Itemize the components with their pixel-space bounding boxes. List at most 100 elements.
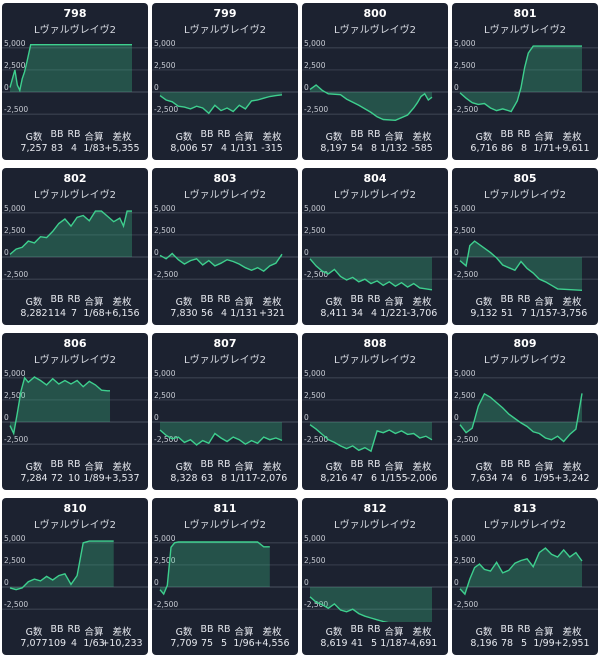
machine-name: Lヴァルヴレイヴ2 <box>484 520 566 531</box>
machine-card[interactable]: 813 Lヴァルヴレイヴ2 5,000 2,500 0 -2,500 G数 BB RB 合算 差枚 8… <box>452 498 598 655</box>
y-tick-label: 0 <box>4 413 9 422</box>
diff-line <box>459 45 582 113</box>
stat-header-bb: BB <box>200 294 214 305</box>
machine-number: 813 <box>513 502 537 515</box>
stat-value-g: 7,077 <box>20 638 48 649</box>
stat-header-g: G数 <box>475 462 493 473</box>
machine-card[interactable]: 812 Lヴァルヴレイヴ2 5,000 2,500 0 -2,500 G数 BB RB 合算 差枚 8… <box>302 498 448 655</box>
stat-value-rb: 7 <box>520 308 528 319</box>
machine-number: 809 <box>513 337 537 350</box>
stat-value-rb: 4 <box>370 308 378 319</box>
stat-header-ratio: 合算 <box>84 297 104 308</box>
stat-header-diff: 差枚 <box>412 627 432 638</box>
machine-card[interactable]: 798 Lヴァルヴレイヴ2 5,000 2,500 0 -2,500 G数 BB RB 合算 差枚 7… <box>2 3 148 160</box>
stat-header-diff: 差枚 <box>412 132 432 143</box>
machine-card[interactable]: 805 Lヴァルヴレイヴ2 5,000 2,500 0 -2,500 G数 BB RB 合算 差枚 9… <box>452 168 598 325</box>
stat-value-g: 8,196 <box>470 638 498 649</box>
y-tick-label: 2,500 <box>154 61 176 70</box>
stats-table: G数 BB RB 合算 差枚 7,830 56 4 1/131 +321 <box>152 294 298 322</box>
diff-chart: 5,000 2,500 0 -2,500 <box>152 369 298 446</box>
stat-value-g: 9,132 <box>470 308 498 319</box>
stat-value-diff: -585 <box>411 143 433 154</box>
machine-number: 803 <box>213 172 237 185</box>
diff-area <box>310 85 432 121</box>
stat-value-rb: 4 <box>220 308 228 319</box>
stats-table: G数 BB RB 合算 差枚 9,132 51 7 1/157 -3,756 <box>452 294 598 322</box>
diff-chart: 5,000 2,500 0 -2,500 <box>152 204 298 280</box>
diff-chart: 5,000 2,500 0 -2,500 <box>302 39 448 122</box>
stat-header-bb: BB <box>50 624 64 635</box>
y-tick-label: 2,500 <box>154 226 176 235</box>
stat-value-g: 7,709 <box>170 638 198 649</box>
machine-number: 811 <box>213 502 237 515</box>
machine-name: Lヴァルヴレイヴ2 <box>34 190 116 201</box>
stat-value-rb: 5 <box>220 638 228 649</box>
machine-card[interactable]: 806 Lヴァルヴレイヴ2 5,000 2,500 0 -2,500 G数 BB RB 合算 差枚 7… <box>2 333 148 490</box>
stat-value-diff: +6,156 <box>104 308 140 319</box>
y-tick-label: 2,500 <box>4 61 26 70</box>
stat-header-ratio: 合算 <box>534 297 554 308</box>
stat-header-g: G数 <box>175 462 193 473</box>
machine-card[interactable]: 810 Lヴァルヴレイヴ2 5,000 2,500 0 -2,500 G数 BB RB 合算 差枚 7… <box>2 498 148 655</box>
stat-value-bb: 75 <box>200 638 214 649</box>
stat-header-g: G数 <box>175 627 193 638</box>
stat-value-ratio: 1/155 <box>380 473 408 484</box>
machine-number: 798 <box>63 7 87 20</box>
machine-card[interactable]: 807 Lヴァルヴレイヴ2 5,000 2,500 0 -2,500 G数 BB RB 合算 差枚 8… <box>152 333 298 490</box>
stats-table: G数 BB RB 合算 差枚 8,282 114 7 1/68 +6,156 <box>2 294 148 322</box>
stat-header-diff: 差枚 <box>112 462 132 473</box>
machine-card[interactable]: 811 Lヴァルヴレイヴ2 5,000 2,500 0 -2,500 G数 BB RB 合算 差枚 7… <box>152 498 298 655</box>
y-tick-label: -2,500 <box>4 435 28 444</box>
machine-card[interactable]: 800 Lヴァルヴレイヴ2 5,000 2,500 0 -2,500 G数 BB RB 合算 差枚 8… <box>302 3 448 160</box>
stat-header-bb: BB <box>200 459 214 470</box>
stat-header-ratio: 合算 <box>234 462 254 473</box>
stat-value-ratio: 1/132 <box>380 143 408 154</box>
stat-value-diff: +3,537 <box>104 473 140 484</box>
diff-area <box>460 46 582 112</box>
stat-header-diff: 差枚 <box>112 297 132 308</box>
machine-number: 799 <box>213 7 237 20</box>
y-tick-label: 2,500 <box>304 226 326 235</box>
stat-value-rb: 7 <box>70 308 78 319</box>
stat-header-g: G数 <box>475 132 493 143</box>
stat-value-ratio: 1/131 <box>230 143 258 154</box>
stat-value-ratio: 1/117 <box>230 473 258 484</box>
stat-value-ratio: 1/63 <box>83 638 105 649</box>
machine-card[interactable]: 799 Lヴァルヴレイヴ2 5,000 2,500 0 -2,500 G数 BB RB 合算 差枚 8… <box>152 3 298 160</box>
y-tick-label: 5,000 <box>4 369 26 378</box>
machine-name: Lヴァルヴレイヴ2 <box>484 355 566 366</box>
machine-card[interactable]: 801 Lヴァルヴレイヴ2 5,000 2,500 0 -2,500 G数 BB RB 合算 差枚 6… <box>452 3 598 160</box>
stat-header-diff: 差枚 <box>112 132 132 143</box>
machine-card[interactable]: 809 Lヴァルヴレイヴ2 5,000 2,500 0 -2,500 G数 BB RB 合算 差枚 7… <box>452 333 598 490</box>
stat-header-ratio: 合算 <box>384 462 404 473</box>
y-tick-label: 0 <box>304 248 309 257</box>
machine-name: Lヴァルヴレイヴ2 <box>334 520 416 531</box>
y-tick-label: 0 <box>454 83 459 92</box>
stat-header-rb: RB <box>367 294 381 305</box>
stat-header-ratio: 合算 <box>84 627 104 638</box>
y-tick-label: 0 <box>304 578 309 587</box>
machine-number: 810 <box>63 502 87 515</box>
stat-header-ratio: 合算 <box>384 627 404 638</box>
machine-card[interactable]: 803 Lヴァルヴレイヴ2 5,000 2,500 0 -2,500 G数 BB RB 合算 差枚 7… <box>152 168 298 325</box>
y-tick-label: 0 <box>4 578 9 587</box>
y-tick-label: -2,500 <box>454 435 478 444</box>
diff-area <box>10 211 132 258</box>
stat-header-rb: RB <box>517 294 531 305</box>
stat-value-rb: 5 <box>370 638 378 649</box>
machine-card[interactable]: 804 Lヴァルヴレイヴ2 5,000 2,500 0 -2,500 G数 BB RB 合算 差枚 8… <box>302 168 448 325</box>
stat-header-diff: 差枚 <box>562 462 582 473</box>
stat-header-g: G数 <box>175 132 193 143</box>
stat-value-diff: +4,556 <box>254 638 290 649</box>
machine-number: 808 <box>363 337 387 350</box>
y-tick-label: 0 <box>454 578 459 587</box>
y-tick-label: 5,000 <box>4 39 26 48</box>
y-tick-label: -2,500 <box>454 105 478 114</box>
stat-header-rb: RB <box>217 294 231 305</box>
stat-header-rb: RB <box>367 129 381 140</box>
diff-area <box>310 422 432 452</box>
machine-card[interactable]: 808 Lヴァルヴレイヴ2 5,000 2,500 0 -2,500 G数 BB RB 合算 差枚 8… <box>302 333 448 490</box>
machine-name: Lヴァルヴレイヴ2 <box>334 355 416 366</box>
stats-table: G数 BB RB 合算 差枚 8,619 41 5 1/187 -4,691 <box>302 624 448 652</box>
machine-card[interactable]: 802 Lヴァルヴレイヴ2 5,000 2,500 0 -2,500 G数 BB RB 合算 差枚 8… <box>2 168 148 325</box>
